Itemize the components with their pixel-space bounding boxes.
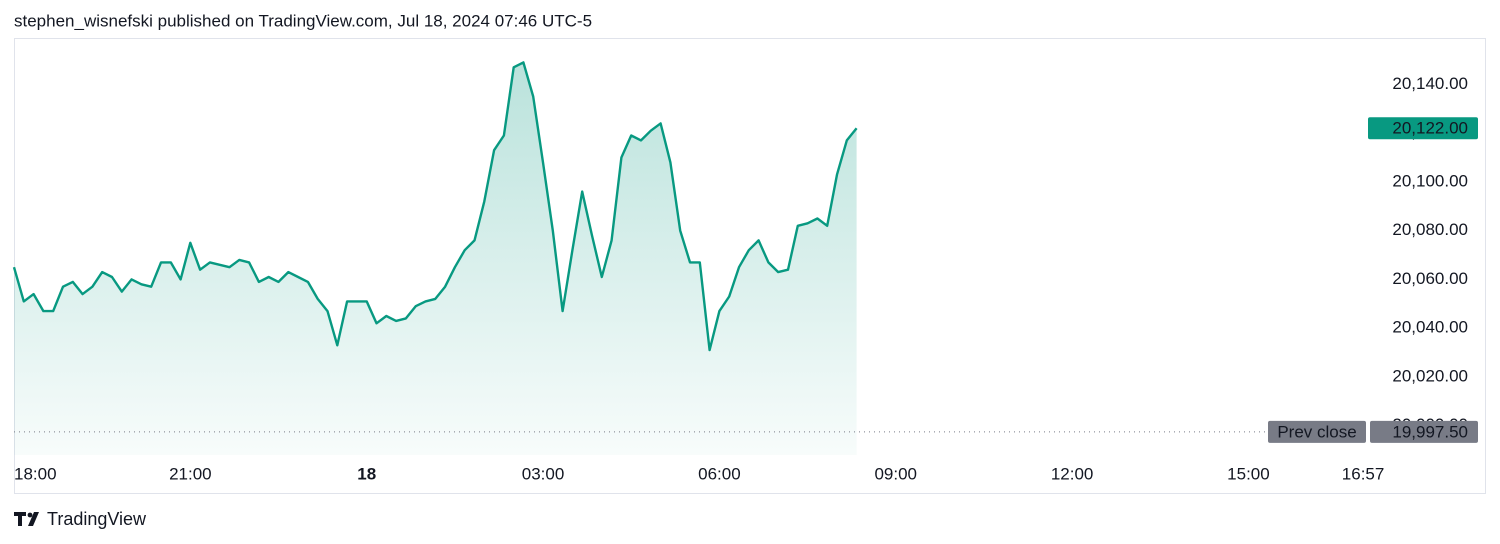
x-tick-label: 15:00 xyxy=(1227,464,1270,483)
y-tick-label: 20,100.00 xyxy=(1392,171,1468,190)
last-value-tag xyxy=(1368,117,1478,140)
chart-frame xyxy=(14,38,1486,494)
header: stephen_wisnefski published on TradingVi… xyxy=(14,11,592,30)
y-tick-label: 20,020.00 xyxy=(1392,366,1468,385)
plot xyxy=(12,61,1366,456)
prev-close-text: Prev close xyxy=(1277,422,1356,441)
last-value-label: 20,122.00 xyxy=(1392,119,1468,138)
x-tick-label: 18 xyxy=(357,464,376,483)
x-tick-label: 18:00 xyxy=(14,464,57,483)
prev-close-value-tag xyxy=(1370,420,1478,443)
x-tick-label: 16:57 xyxy=(1342,464,1385,483)
footer: TradingView xyxy=(47,509,147,529)
y-tick-label: 20,080.00 xyxy=(1392,220,1468,239)
y-tick-label: 20,060.00 xyxy=(1392,269,1468,288)
y-tick-label: 20,040.00 xyxy=(1392,318,1468,337)
x-tick-label: 09:00 xyxy=(874,464,917,483)
x-tick-label: 03:00 xyxy=(522,464,565,483)
prev-close-value: 19,997.50 xyxy=(1392,422,1468,441)
prev-close-tag xyxy=(1268,420,1366,443)
y-tick-label: 20,140.00 xyxy=(1392,74,1468,93)
x-tick-label: 06:00 xyxy=(698,464,741,483)
logo xyxy=(14,512,39,526)
price-line xyxy=(12,61,858,352)
x-tick-label: 12:00 xyxy=(1051,464,1094,483)
area-fill xyxy=(14,62,857,456)
x-tick-label: 21:00 xyxy=(169,464,212,483)
price-labels: Prev close 19,997.50 20,122.00 xyxy=(1268,117,1478,443)
